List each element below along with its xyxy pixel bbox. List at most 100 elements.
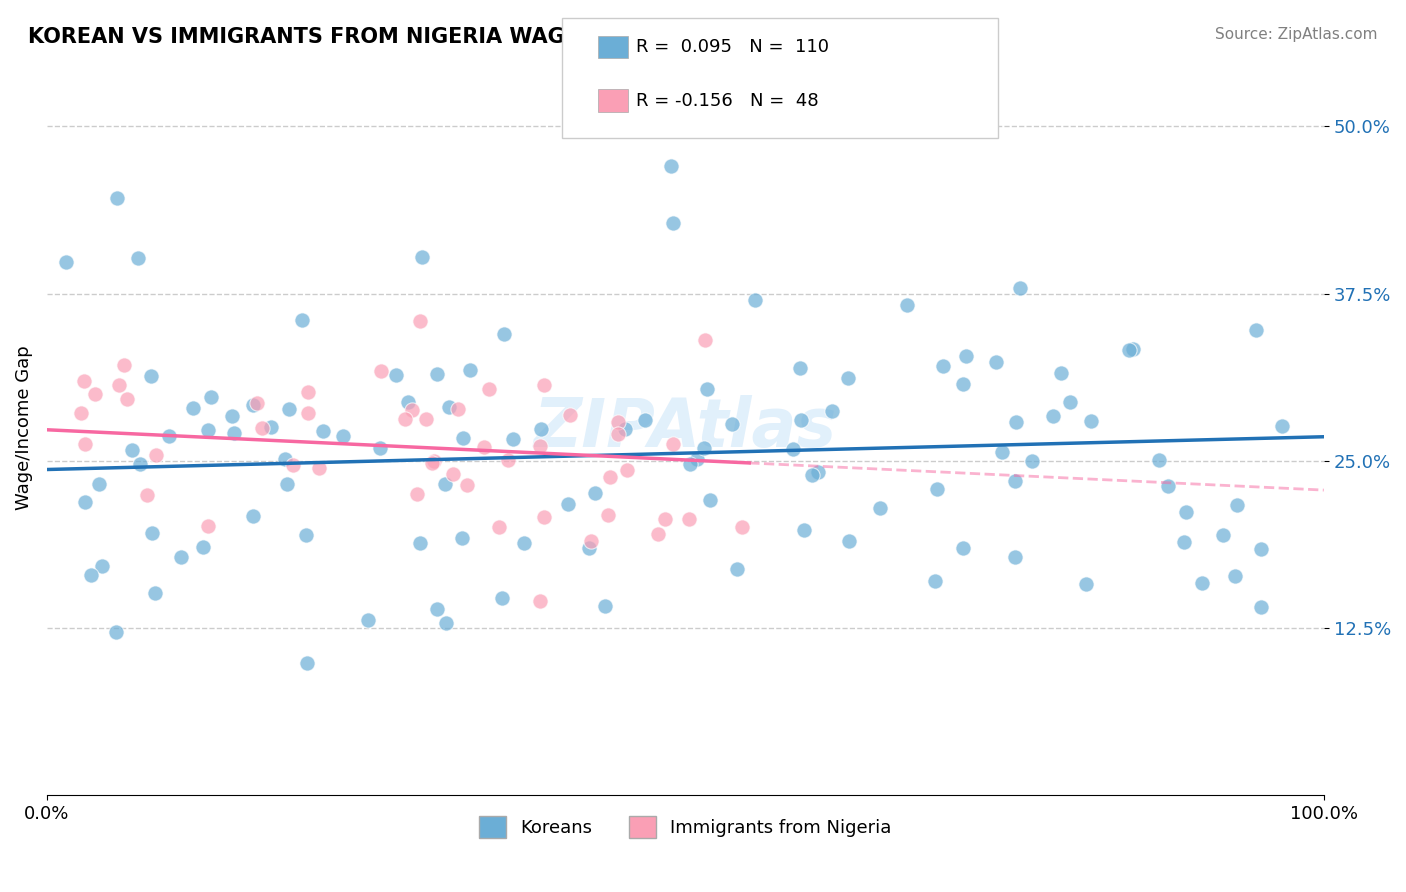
Point	[693, 442, 716, 456]
Point	[685, 451, 707, 466]
Point	[291, 312, 314, 326]
Point	[250, 421, 273, 435]
Point	[557, 497, 579, 511]
Point	[744, 293, 766, 308]
Point	[401, 403, 423, 417]
Point	[157, 428, 180, 442]
Point	[370, 363, 392, 377]
Point	[197, 423, 219, 437]
Point	[1250, 542, 1272, 557]
Point	[368, 441, 391, 455]
Y-axis label: Wage/Income Gap: Wage/Income Gap	[15, 345, 32, 510]
Point	[451, 531, 474, 545]
Point	[491, 591, 513, 605]
Point	[1059, 395, 1081, 409]
Point	[578, 541, 600, 555]
Text: ZIPAtlas: ZIPAtlas	[534, 394, 837, 460]
Point	[529, 593, 551, 607]
Point	[441, 467, 464, 481]
Point	[583, 486, 606, 500]
Point	[55, 255, 77, 269]
Point	[1005, 415, 1028, 429]
Point	[193, 540, 215, 554]
Point	[281, 458, 304, 472]
Point	[1175, 505, 1198, 519]
Point	[1008, 281, 1031, 295]
Point	[297, 406, 319, 420]
Point	[662, 436, 685, 450]
Point	[1191, 575, 1213, 590]
Point	[924, 574, 946, 588]
Point	[1244, 322, 1267, 336]
Point	[91, 559, 114, 574]
Point	[678, 512, 700, 526]
Point	[606, 415, 628, 429]
Point	[492, 326, 515, 341]
Point	[105, 191, 128, 205]
Point	[197, 519, 219, 533]
Point	[725, 561, 748, 575]
Point	[607, 426, 630, 441]
Point	[423, 453, 446, 467]
Point	[104, 624, 127, 639]
Point	[295, 657, 318, 671]
Point	[384, 368, 406, 382]
Point	[406, 486, 429, 500]
Point	[613, 422, 636, 436]
Point	[242, 398, 264, 412]
Text: KOREAN VS IMMIGRANTS FROM NIGERIA WAGE/INCOME GAP CORRELATION CHART: KOREAN VS IMMIGRANTS FROM NIGERIA WAGE/I…	[28, 27, 991, 46]
Point	[984, 355, 1007, 369]
Point	[560, 409, 582, 423]
Point	[616, 463, 638, 477]
Point	[458, 363, 481, 377]
Point	[837, 371, 859, 385]
Point	[141, 525, 163, 540]
Point	[925, 482, 948, 496]
Point	[806, 465, 828, 479]
Point	[73, 374, 96, 388]
Point	[793, 523, 815, 537]
Point	[394, 412, 416, 426]
Point	[422, 456, 444, 470]
Point	[332, 429, 354, 443]
Point	[952, 541, 974, 556]
Point	[472, 440, 495, 454]
Point	[1147, 453, 1170, 467]
Point	[114, 358, 136, 372]
Point	[75, 437, 97, 451]
Point	[260, 420, 283, 434]
Point	[141, 369, 163, 384]
Point	[1157, 479, 1180, 493]
Point	[1250, 600, 1272, 615]
Point	[991, 445, 1014, 459]
Point	[790, 413, 813, 427]
Point	[699, 493, 721, 508]
Point	[633, 413, 655, 427]
Point	[129, 457, 152, 471]
Point	[276, 477, 298, 491]
Point	[456, 478, 478, 492]
Point	[695, 333, 717, 347]
Point	[869, 500, 891, 515]
Point	[1223, 569, 1246, 583]
Point	[478, 382, 501, 396]
Point	[502, 432, 524, 446]
Point	[143, 586, 166, 600]
Point	[530, 422, 553, 436]
Point	[169, 549, 191, 564]
Point	[1212, 528, 1234, 542]
Point	[295, 528, 318, 542]
Point	[75, 495, 97, 509]
Point	[782, 442, 804, 456]
Point	[488, 520, 510, 534]
Point	[1050, 366, 1073, 380]
Point	[115, 392, 138, 407]
Point	[246, 396, 269, 410]
Text: R = -0.156   N =  48: R = -0.156 N = 48	[636, 92, 818, 110]
Point	[896, 298, 918, 312]
Point	[433, 477, 456, 491]
Point	[396, 395, 419, 409]
Point	[312, 424, 335, 438]
Point	[593, 599, 616, 613]
Point	[308, 460, 330, 475]
